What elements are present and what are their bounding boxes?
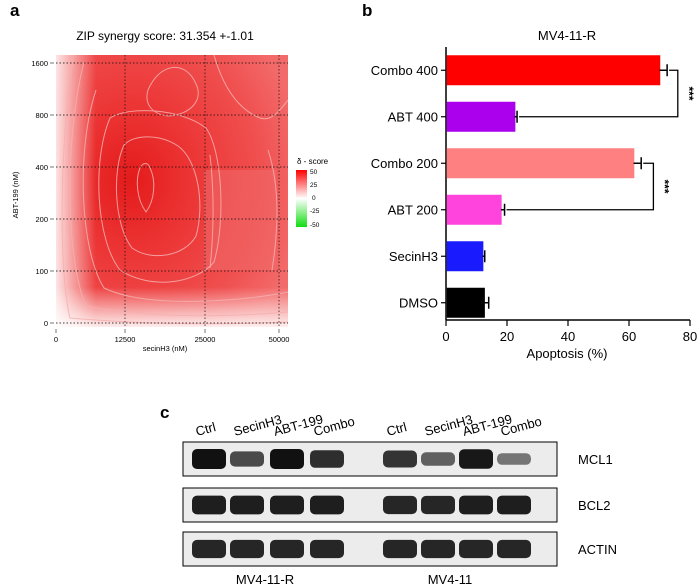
error-bar	[514, 110, 518, 123]
heatmap-panel: ZIP synergy score: 31.354 +-1.01	[11, 29, 329, 353]
bar-x-tick-label: 0	[442, 329, 449, 344]
blot-band	[192, 495, 226, 515]
blot-band	[459, 539, 493, 559]
blot-band	[310, 450, 344, 468]
blot-band	[421, 452, 455, 466]
apoptosis-bar-chart: MV4-11-R Combo 400 ABT 400 Combo 200 ABT 20…	[371, 28, 697, 361]
heatmap-x-label: secinH3 (nM)	[143, 344, 188, 353]
error-bar	[482, 250, 486, 263]
heatmap-x-ticks: 0 12500 25000 50000	[54, 335, 290, 344]
bar	[446, 101, 516, 132]
bar-chart-title: MV4-11-R	[538, 28, 596, 43]
bar-category-label: Combo 400	[371, 63, 438, 78]
blot-band	[230, 451, 264, 467]
bar-category-label: DMSO	[399, 295, 438, 310]
blot-band	[459, 449, 493, 469]
error-bar	[633, 157, 642, 170]
x-tick-label: 25000	[195, 335, 216, 344]
blot-row-label: BCL2	[578, 498, 611, 513]
blot-band	[192, 449, 226, 469]
bar	[446, 241, 484, 272]
blot-band	[459, 495, 493, 515]
blot-band	[310, 495, 344, 515]
legend-colorbar	[296, 170, 307, 227]
blot-group-label: MV4-11-R	[236, 572, 294, 587]
error-bar	[659, 64, 668, 77]
blot-group-label: MV4-11	[428, 572, 473, 587]
legend-tick: -25	[310, 208, 320, 215]
blot-lane-label: Ctrl	[385, 419, 409, 439]
blot-band	[383, 450, 417, 468]
panel-label-b: b	[362, 1, 372, 20]
significance-label: ***	[682, 86, 696, 100]
blot-band	[270, 539, 304, 559]
bar	[446, 148, 635, 179]
y-tick-label: 0	[44, 319, 48, 328]
panel-label-a: a	[10, 1, 20, 20]
blot-lane-label: Ctrl	[194, 419, 218, 439]
legend-tick: 50	[310, 169, 318, 176]
blot-row	[182, 487, 558, 523]
blot-band	[497, 495, 531, 515]
blot-band	[383, 539, 417, 559]
bar-x-label: Apoptosis (%)	[527, 346, 608, 361]
panel-label-c: c	[160, 403, 169, 422]
y-tick-label: 400	[35, 163, 48, 172]
bar-x-tick-label: 40	[561, 329, 575, 344]
heatmap-title: ZIP synergy score: 31.354 +-1.01	[76, 29, 254, 43]
blot-band	[421, 495, 455, 515]
bar	[446, 55, 661, 86]
significance-label: ***	[657, 179, 671, 193]
x-tick-label: 50000	[269, 335, 290, 344]
blot-band	[497, 453, 531, 465]
heatmap-y-label: ABT-199 (nM)	[11, 171, 20, 218]
heatmap-y-ticks: 1600 800 400 200 100 0	[31, 59, 48, 328]
bar-x-tick-label: 60	[622, 329, 636, 344]
bar-x-tick-label: 20	[500, 329, 514, 344]
y-tick-label: 800	[35, 111, 48, 120]
bar-category-label: ABT 400	[388, 109, 438, 124]
blot-row-label: ACTIN	[578, 542, 617, 557]
legend-title: δ - score	[297, 157, 329, 166]
error-bar	[500, 203, 506, 216]
blot-band	[192, 539, 226, 559]
blot-band	[383, 495, 417, 515]
blot-band	[230, 539, 264, 559]
significance-bracket	[506, 162, 655, 211]
bar-category-label: Combo 200	[371, 156, 438, 171]
x-tick-label: 12500	[115, 335, 136, 344]
error-bar	[484, 296, 490, 309]
heatmap-surface	[56, 55, 288, 327]
y-tick-label: 1600	[31, 59, 48, 68]
y-tick-label: 100	[35, 267, 48, 276]
legend-tick: -50	[310, 222, 320, 229]
bar-category-label: SecinH3	[389, 249, 438, 264]
blot-row	[182, 441, 558, 477]
legend-tick: 25	[310, 182, 318, 189]
bar-category-label: ABT 200	[388, 202, 438, 217]
blot-row-label: MCL1	[578, 452, 613, 467]
blot-band	[310, 539, 344, 559]
bar-x-tick-label: 80	[683, 329, 697, 344]
y-tick-label: 200	[35, 215, 48, 224]
blot-row	[182, 531, 558, 567]
blot-band	[497, 539, 531, 559]
bar	[446, 194, 502, 225]
significance-bracket	[519, 69, 679, 118]
legend-tick: 0	[312, 195, 316, 202]
blot-band	[230, 495, 264, 515]
bar	[446, 287, 485, 318]
x-tick-label: 0	[54, 335, 58, 344]
heatmap-legend: δ - score 50 25 0 -25 -50	[296, 157, 329, 229]
blot-band	[421, 539, 455, 559]
blot-band	[270, 495, 304, 515]
blot-band	[270, 449, 304, 469]
